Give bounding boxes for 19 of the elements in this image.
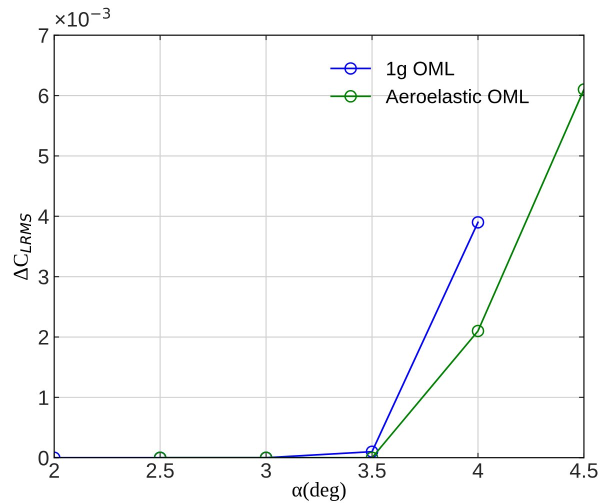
text: ×10$^{−3}$: [56, 8, 110, 27]
y-tick-label: 6: [38, 88, 48, 104]
x-tick-label: 4: [472, 463, 484, 478]
y-tick-label: 7: [38, 28, 48, 43]
legend-label: Aeroelastic OML: [386, 89, 529, 104]
x-tick-label: 2.5: [146, 463, 174, 478]
x-axis-title: α(deg): [292, 482, 346, 501]
x-tick-label: 2: [49, 463, 59, 478]
y-tick-label: 1: [39, 390, 48, 405]
y-tick-label: 5: [38, 149, 48, 164]
y-tick-label: 0: [38, 450, 49, 466]
x-tick-label: 3.5: [358, 463, 386, 478]
legend-label: 1g OML: [387, 62, 454, 80]
y-tick-label: 4: [38, 210, 49, 224]
y-axis-title: ΔC$_{LRMS}$: [14, 214, 32, 280]
x-tick-label: 4.5: [570, 463, 598, 478]
y-tick-label: 2: [38, 330, 48, 345]
y-tick-label: 3: [38, 270, 48, 284]
x-tick-label: 3: [261, 463, 271, 478]
